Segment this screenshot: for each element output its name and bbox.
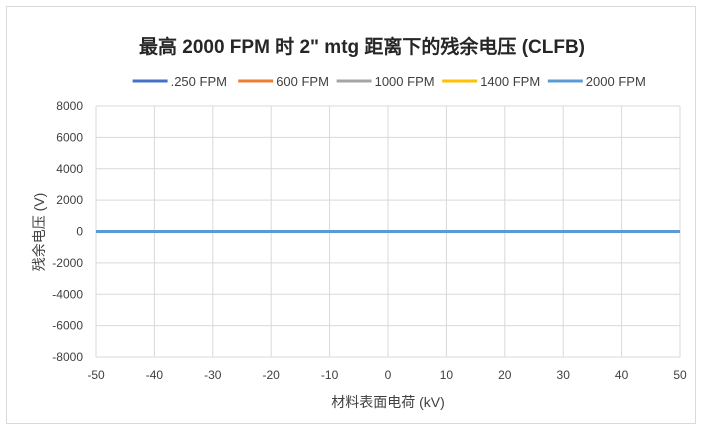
- x-tick-label: 20: [498, 368, 512, 382]
- y-tick-label: 8000: [56, 99, 83, 113]
- legend: .250 FPM 600 FPM 1000 FPM 1400 FPM 2000 FPM: [132, 74, 646, 89]
- x-tick-label: -20: [263, 368, 281, 382]
- x-axis-ticks: -50 -40 -30 -20 -10 0 10 20 30 40 50: [87, 368, 687, 382]
- y-axis-ticks: 8000 6000 4000 2000 0 -2000 -4000 -6000 -8000: [52, 99, 83, 364]
- y-tick-label: 6000: [56, 130, 83, 144]
- x-tick-label: -50: [87, 368, 105, 382]
- legend-label-1: .250 FPM: [171, 74, 227, 89]
- x-tick-label: 30: [557, 368, 571, 382]
- y-tick-label: -2000: [52, 256, 83, 270]
- x-tick-label: 10: [440, 368, 454, 382]
- y-tick-label: 2000: [56, 193, 83, 207]
- legend-label-5: 2000 FPM: [586, 74, 646, 89]
- chart-title: 最高 2000 FPM 时 2" mtg 距离下的残余电压 (CLFB): [139, 35, 585, 58]
- x-tick-label: -30: [204, 368, 222, 382]
- x-tick-label: 0: [385, 368, 392, 382]
- legend-label-3: 1000 FPM: [375, 74, 435, 89]
- legend-label-2: 600 FPM: [276, 74, 329, 89]
- x-tick-label: 50: [673, 368, 687, 382]
- legend-label-4: 1400 FPM: [480, 74, 540, 89]
- y-tick-label: 4000: [56, 162, 83, 176]
- x-axis-label: 材料表面电荷 (kV): [331, 394, 445, 410]
- y-tick-label: -4000: [52, 287, 83, 301]
- y-tick-label: 0: [76, 225, 83, 239]
- y-tick-label: -6000: [52, 319, 83, 333]
- y-axis-label: 残余电压 (V): [31, 193, 47, 272]
- x-tick-label: -40: [146, 368, 164, 382]
- x-tick-label: 40: [615, 368, 629, 382]
- y-tick-label: -8000: [52, 350, 83, 364]
- chart-frame: [6, 6, 696, 424]
- x-tick-label: -10: [321, 368, 339, 382]
